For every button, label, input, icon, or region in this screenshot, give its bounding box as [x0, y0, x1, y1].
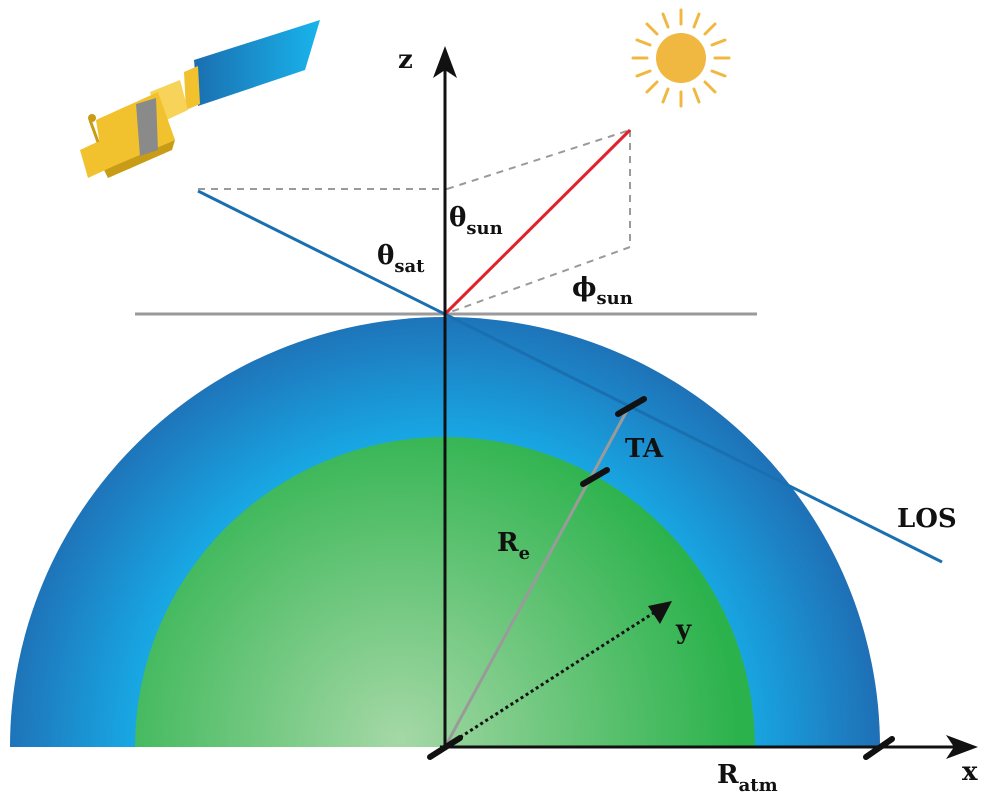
tangent-altitude-tick-lower — [580, 467, 610, 487]
line-of-sight — [197, 189, 943, 564]
z-axis-arrowhead — [433, 46, 457, 78]
satellite-icon — [80, 20, 320, 178]
sun-ray — [443, 128, 632, 316]
sun-projection-guides — [198, 129, 631, 315]
atmosphere-radius-tick — [863, 736, 895, 760]
x-axis-label: x — [962, 757, 978, 787]
origin-tick — [427, 735, 463, 760]
y-axis-arrowhead — [648, 601, 672, 624]
earth-radius-label: Re — [497, 528, 530, 564]
sun-icon — [631, 8, 731, 108]
y-axis-label: y — [675, 615, 692, 645]
theta-sat-label: θsat — [377, 241, 425, 277]
line-of-sight-label: LOS — [897, 504, 957, 534]
tangent-altitude-label: TA — [625, 434, 664, 464]
tangent-altitude-tick-upper — [615, 396, 647, 417]
x-axis-arrowhead — [946, 735, 978, 759]
theta-sun-label: θsun — [449, 203, 503, 239]
earth-radius-line — [443, 404, 632, 748]
phi-sun-label: ϕsun — [572, 273, 633, 309]
atmosphere-radius-label: Ratm — [717, 760, 778, 796]
z-axis-label: z — [398, 45, 413, 75]
